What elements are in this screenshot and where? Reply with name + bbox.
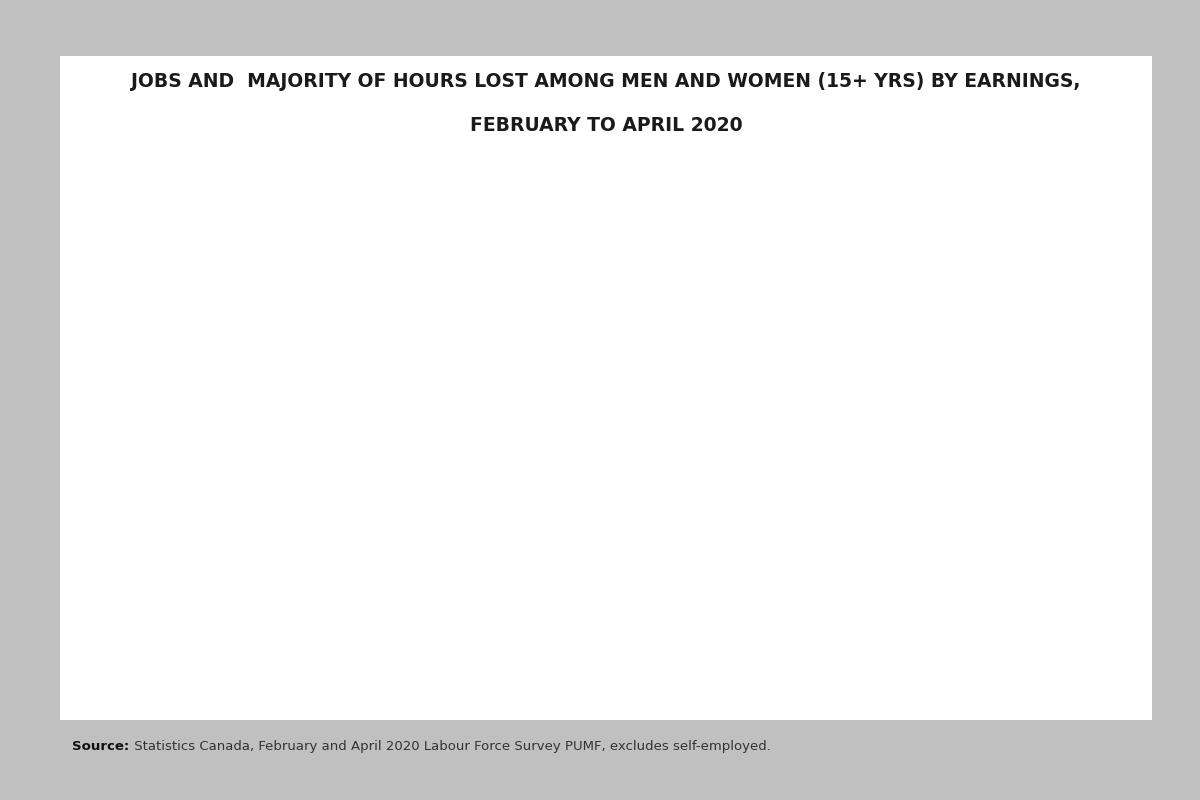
Bar [698, 258, 732, 336]
Text: $16-$19: $16-$19 [388, 182, 439, 195]
Bar [1079, 258, 1111, 302]
Bar [1045, 248, 1079, 258]
Bar [475, 258, 509, 468]
Bar [319, 258, 352, 550]
Y-axis label: Proportion of each wage range lost jobs or hours: Proportion of each wage range lost jobs … [91, 255, 104, 593]
Bar [414, 258, 446, 485]
Text: Statistics Canada, February and April 2020 Labour Force Survey PUMF, excludes se: Statistics Canada, February and April 20… [130, 740, 770, 753]
Text: $28-$33: $28-$33 [768, 182, 818, 195]
Bar [191, 258, 223, 501]
Text: $19-$22: $19-$22 [484, 182, 534, 195]
Bar [856, 258, 888, 386]
Bar [286, 258, 319, 546]
Text: $14-$16: $14-$16 [293, 182, 344, 195]
Bar [223, 258, 257, 573]
Bar [793, 258, 827, 358]
Text: Source:: Source: [72, 740, 130, 753]
Bar [665, 258, 698, 407]
Text: $40-$48: $40-$48 [958, 182, 1009, 195]
Text: JOBS AND  MAJORITY OF HOURS LOST AMONG MEN AND WOMEN (15+ YRS) BY EARNINGS,: JOBS AND MAJORITY OF HOURS LOST AMONG ME… [131, 72, 1081, 91]
Bar [509, 258, 542, 451]
Bar [380, 258, 414, 457]
Bar [950, 258, 983, 330]
Text: >$48/hr: >$48/hr [1051, 182, 1105, 195]
Text: $25-$28: $25-$28 [673, 182, 724, 195]
Bar [604, 258, 637, 430]
Bar [983, 258, 1016, 302]
Text: $22-$25: $22-$25 [578, 182, 629, 195]
Bar [570, 258, 604, 441]
Bar [760, 258, 793, 352]
Text: FEBRUARY TO APRIL 2020: FEBRUARY TO APRIL 2020 [469, 116, 743, 135]
Bar [888, 258, 922, 292]
Text: $33-$40: $33-$40 [863, 182, 914, 195]
Legend: Men, Women: Men, Women [988, 543, 1127, 649]
Text: <=$14/hr: <=$14/hr [191, 182, 257, 195]
